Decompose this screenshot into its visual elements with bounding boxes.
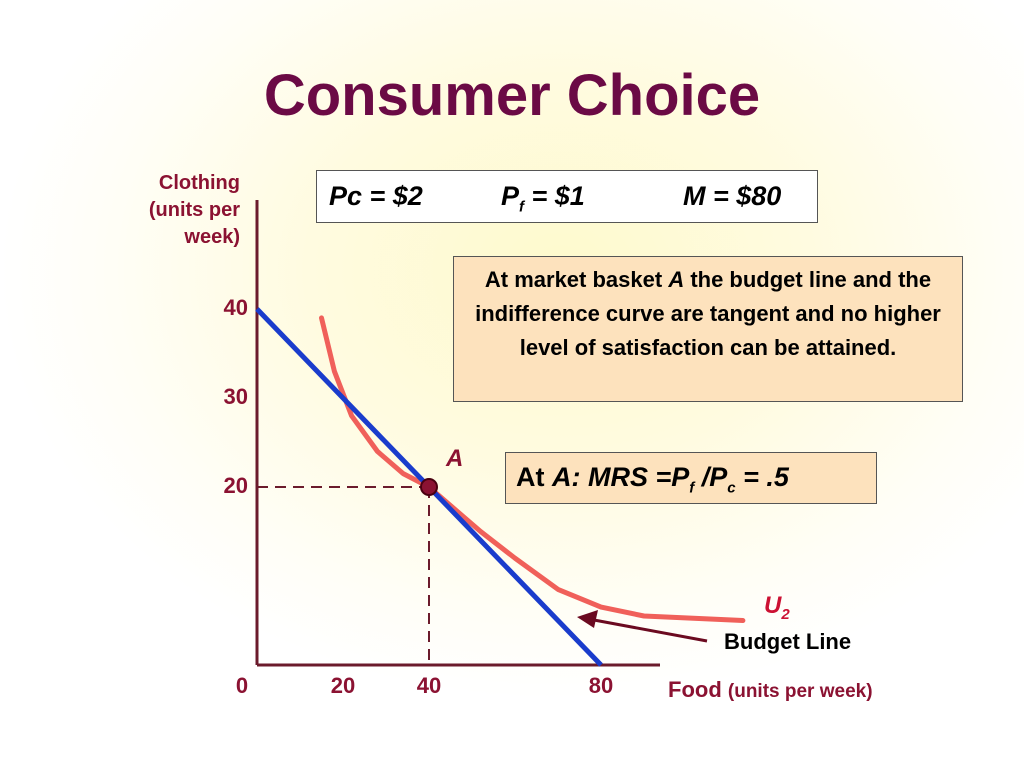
u-label-sub: 2: [781, 605, 790, 623]
price-box: Pc = $2 Pf = $1 M = $80: [316, 170, 818, 223]
x-tick-20: 20: [330, 673, 356, 698]
y-tick-40: 40: [223, 295, 248, 320]
x-axis-label-main: Food: [668, 677, 722, 702]
note-text-before: At market basket: [484, 267, 669, 292]
x-tick-0: 0: [235, 673, 249, 698]
mrs-value: = .5: [735, 462, 789, 492]
indifference-curve-u2: [319, 315, 746, 623]
y-axis-label: Clothing (units per week): [148, 172, 240, 248]
page-title: Consumer Choice: [263, 63, 761, 128]
mrs-sub-c: c: [727, 479, 736, 497]
price-food-value: = $1: [524, 181, 585, 211]
price-food-p: P: [501, 181, 520, 211]
y-tick-20: 20: [223, 473, 248, 498]
y-tick-30: 30: [223, 384, 248, 409]
income: M = $80: [683, 181, 782, 211]
point-a-marker: [420, 478, 438, 496]
budget-line-arrow-shaft: [593, 618, 708, 643]
point-a-label: A: [446, 445, 464, 472]
note-emphasis: A: [668, 267, 685, 292]
mrs-prefix: At: [516, 462, 552, 492]
budget-line-label: Budget Line: [724, 629, 852, 654]
budget-line-arrow-head: [577, 610, 598, 628]
note-box: At market basket A the budget line and t…: [453, 256, 963, 402]
price-food-sub: f: [519, 198, 525, 216]
mrs-sub-f: f: [689, 479, 695, 497]
price-clothing: Pc = $2: [329, 181, 423, 211]
mrs-formula: A: MRS =P: [552, 462, 690, 492]
mrs-slash: /P: [694, 462, 728, 492]
price-food: Pf = $1: [501, 181, 585, 215]
x-axis-label: Food (units per week): [668, 677, 873, 703]
indifference-curve-label: U2: [764, 592, 790, 623]
u-label-main: U: [764, 592, 782, 619]
x-axis-label-unit: (units per week): [727, 681, 873, 702]
note-text-after: the budget line and the indifference cur…: [475, 267, 941, 360]
mrs-box: At A: MRS =Pf /Pc = .5: [505, 452, 877, 504]
x-tick-40: 40: [416, 673, 442, 698]
x-tick-80: 80: [588, 673, 614, 698]
